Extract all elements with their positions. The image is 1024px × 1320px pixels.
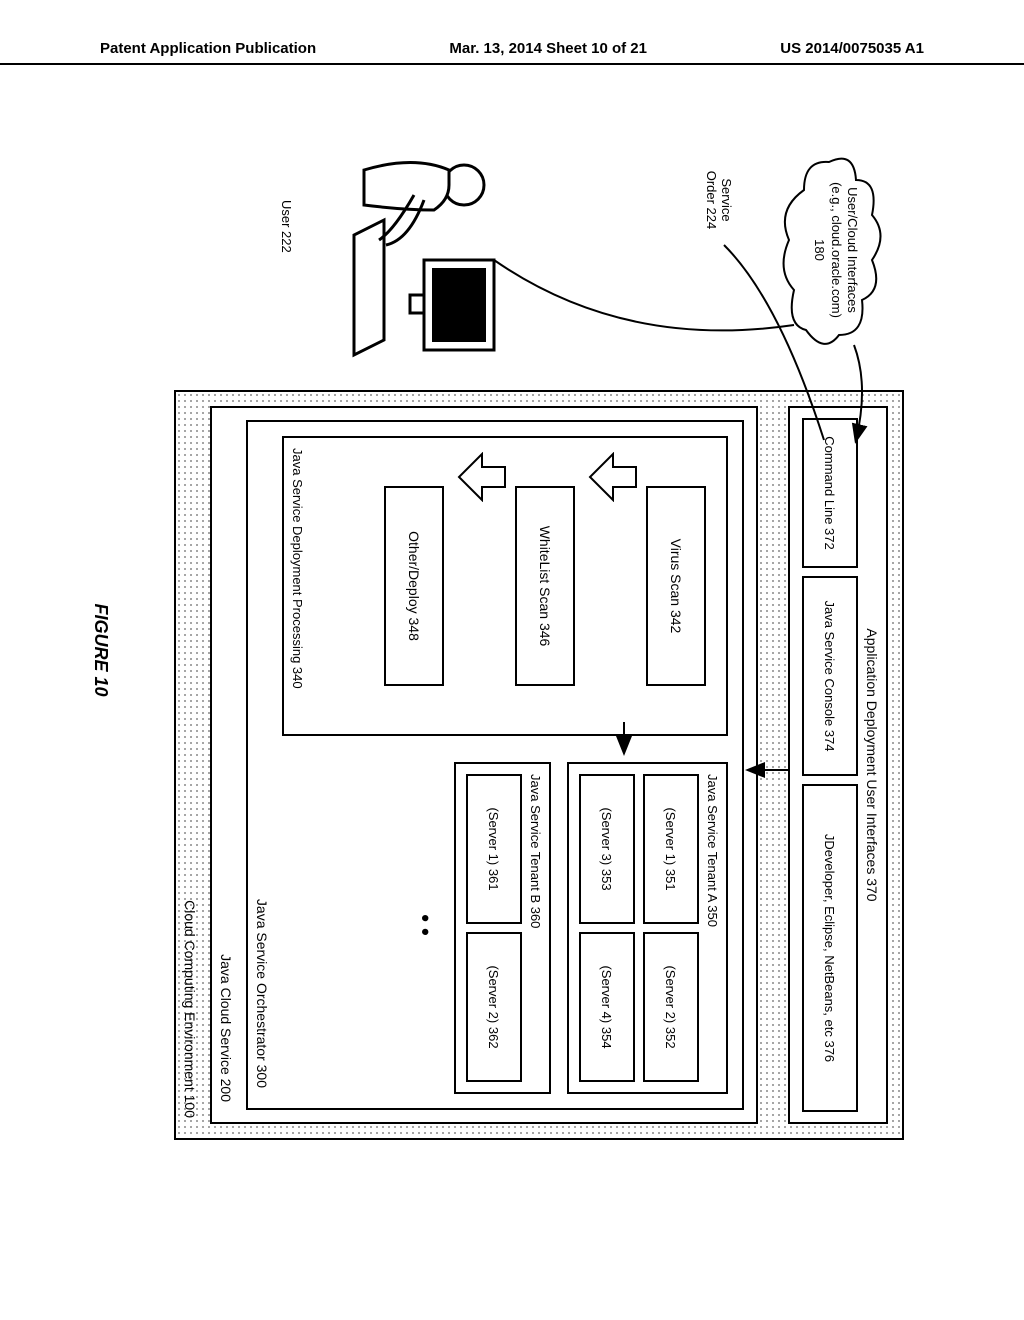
tenants-area: Java Service Tenant A 350 (Server 1) 351… — [282, 762, 728, 1094]
java-cloud-service-label: Java Cloud Service 200 — [218, 954, 234, 1102]
user-area: User/Cloud Interfaces (e.g., cloud.oracl… — [184, 140, 884, 380]
user-at-computer-icon — [304, 150, 504, 360]
other-deploy-box: Other/Deploy 348 — [384, 486, 444, 686]
user-label: User 222 — [279, 200, 294, 253]
tenant-a-servers: (Server 1) 351 (Server 2) 352 (Server 3)… — [579, 774, 699, 1082]
ide-box: JDeveloper, Eclipse, NetBeans, etc 376 — [802, 784, 858, 1112]
server-box: (Server 3) 353 — [579, 774, 635, 924]
ui-interfaces-title: Application Deployment User Interfaces 3… — [864, 418, 880, 1112]
deployment-processing-box: Virus Scan 342 WhiteList Scan 346 Other/… — [282, 436, 728, 736]
java-service-console-box: Java Service Console 374 — [802, 576, 858, 776]
tenant-a-title: Java Service Tenant A 350 — [705, 774, 720, 1082]
ui-interfaces-box: Application Deployment User Interfaces 3… — [788, 406, 888, 1124]
down-arrow-icon — [457, 452, 507, 502]
virus-scan-box: Virus Scan 342 — [646, 486, 706, 686]
tenant-b-servers: (Server 1) 361 (Server 2) 362 — [466, 774, 522, 1082]
deployment-processing-label: Java Service Deployment Processing 340 — [290, 448, 305, 689]
java-service-orchestrator-box: Java Service Orchestrator 300 Virus Scan… — [246, 420, 744, 1110]
server-box: (Server 1) 351 — [643, 774, 699, 924]
server-box: (Server 1) 361 — [466, 774, 522, 924]
whitelist-scan-box: WhiteList Scan 346 — [515, 486, 575, 686]
header-center: Mar. 13, 2014 Sheet 10 of 21 — [449, 40, 647, 57]
cloud-line1: User/Cloud Interfaces — [845, 187, 860, 313]
down-arrow-icon — [588, 452, 638, 502]
command-line-box: Command Line 372 — [802, 418, 858, 568]
cloud-line3: 180 — [813, 239, 828, 261]
page-header: Patent Application Publication Mar. 13, … — [0, 40, 1024, 65]
tenant-a-box: Java Service Tenant A 350 (Server 1) 351… — [567, 762, 728, 1094]
ui-interfaces-row: Command Line 372 Java Service Console 37… — [802, 418, 858, 1112]
cloud-env-box: Cloud Computing Environment 100 Applicat… — [174, 390, 904, 1140]
service-order-label: Service Order 224 — [704, 160, 734, 240]
header-right: US 2014/0075035 A1 — [780, 40, 924, 57]
server-box: (Server 2) 362 — [466, 932, 522, 1082]
tenant-b-box: Java Service Tenant B 360 (Server 1) 361… — [454, 762, 551, 1094]
tenant-b-title: Java Service Tenant B 360 — [528, 774, 543, 1082]
figure-caption: FIGURE 10 — [90, 140, 111, 1160]
server-box: (Server 2) 352 — [643, 932, 699, 1082]
ellipsis-icon: •• — [412, 762, 438, 1094]
server-box: (Server 4) 354 — [579, 932, 635, 1082]
diagram-area: User/Cloud Interfaces (e.g., cloud.oracl… — [100, 140, 924, 1160]
cloud-text: User/Cloud Interfaces (e.g., cloud.oracl… — [811, 160, 860, 340]
java-service-orchestrator-label: Java Service Orchestrator 300 — [254, 899, 270, 1088]
cloud-env-label: Cloud Computing Environment 100 — [182, 900, 198, 1118]
rotated-wrapper: User/Cloud Interfaces (e.g., cloud.oracl… — [100, 140, 924, 1160]
header-left: Patent Application Publication — [100, 40, 316, 57]
java-cloud-service-box: Java Cloud Service 200 Java Service Orch… — [210, 406, 758, 1124]
cloud-line2: (e.g., cloud.oracle.com) — [829, 182, 844, 318]
